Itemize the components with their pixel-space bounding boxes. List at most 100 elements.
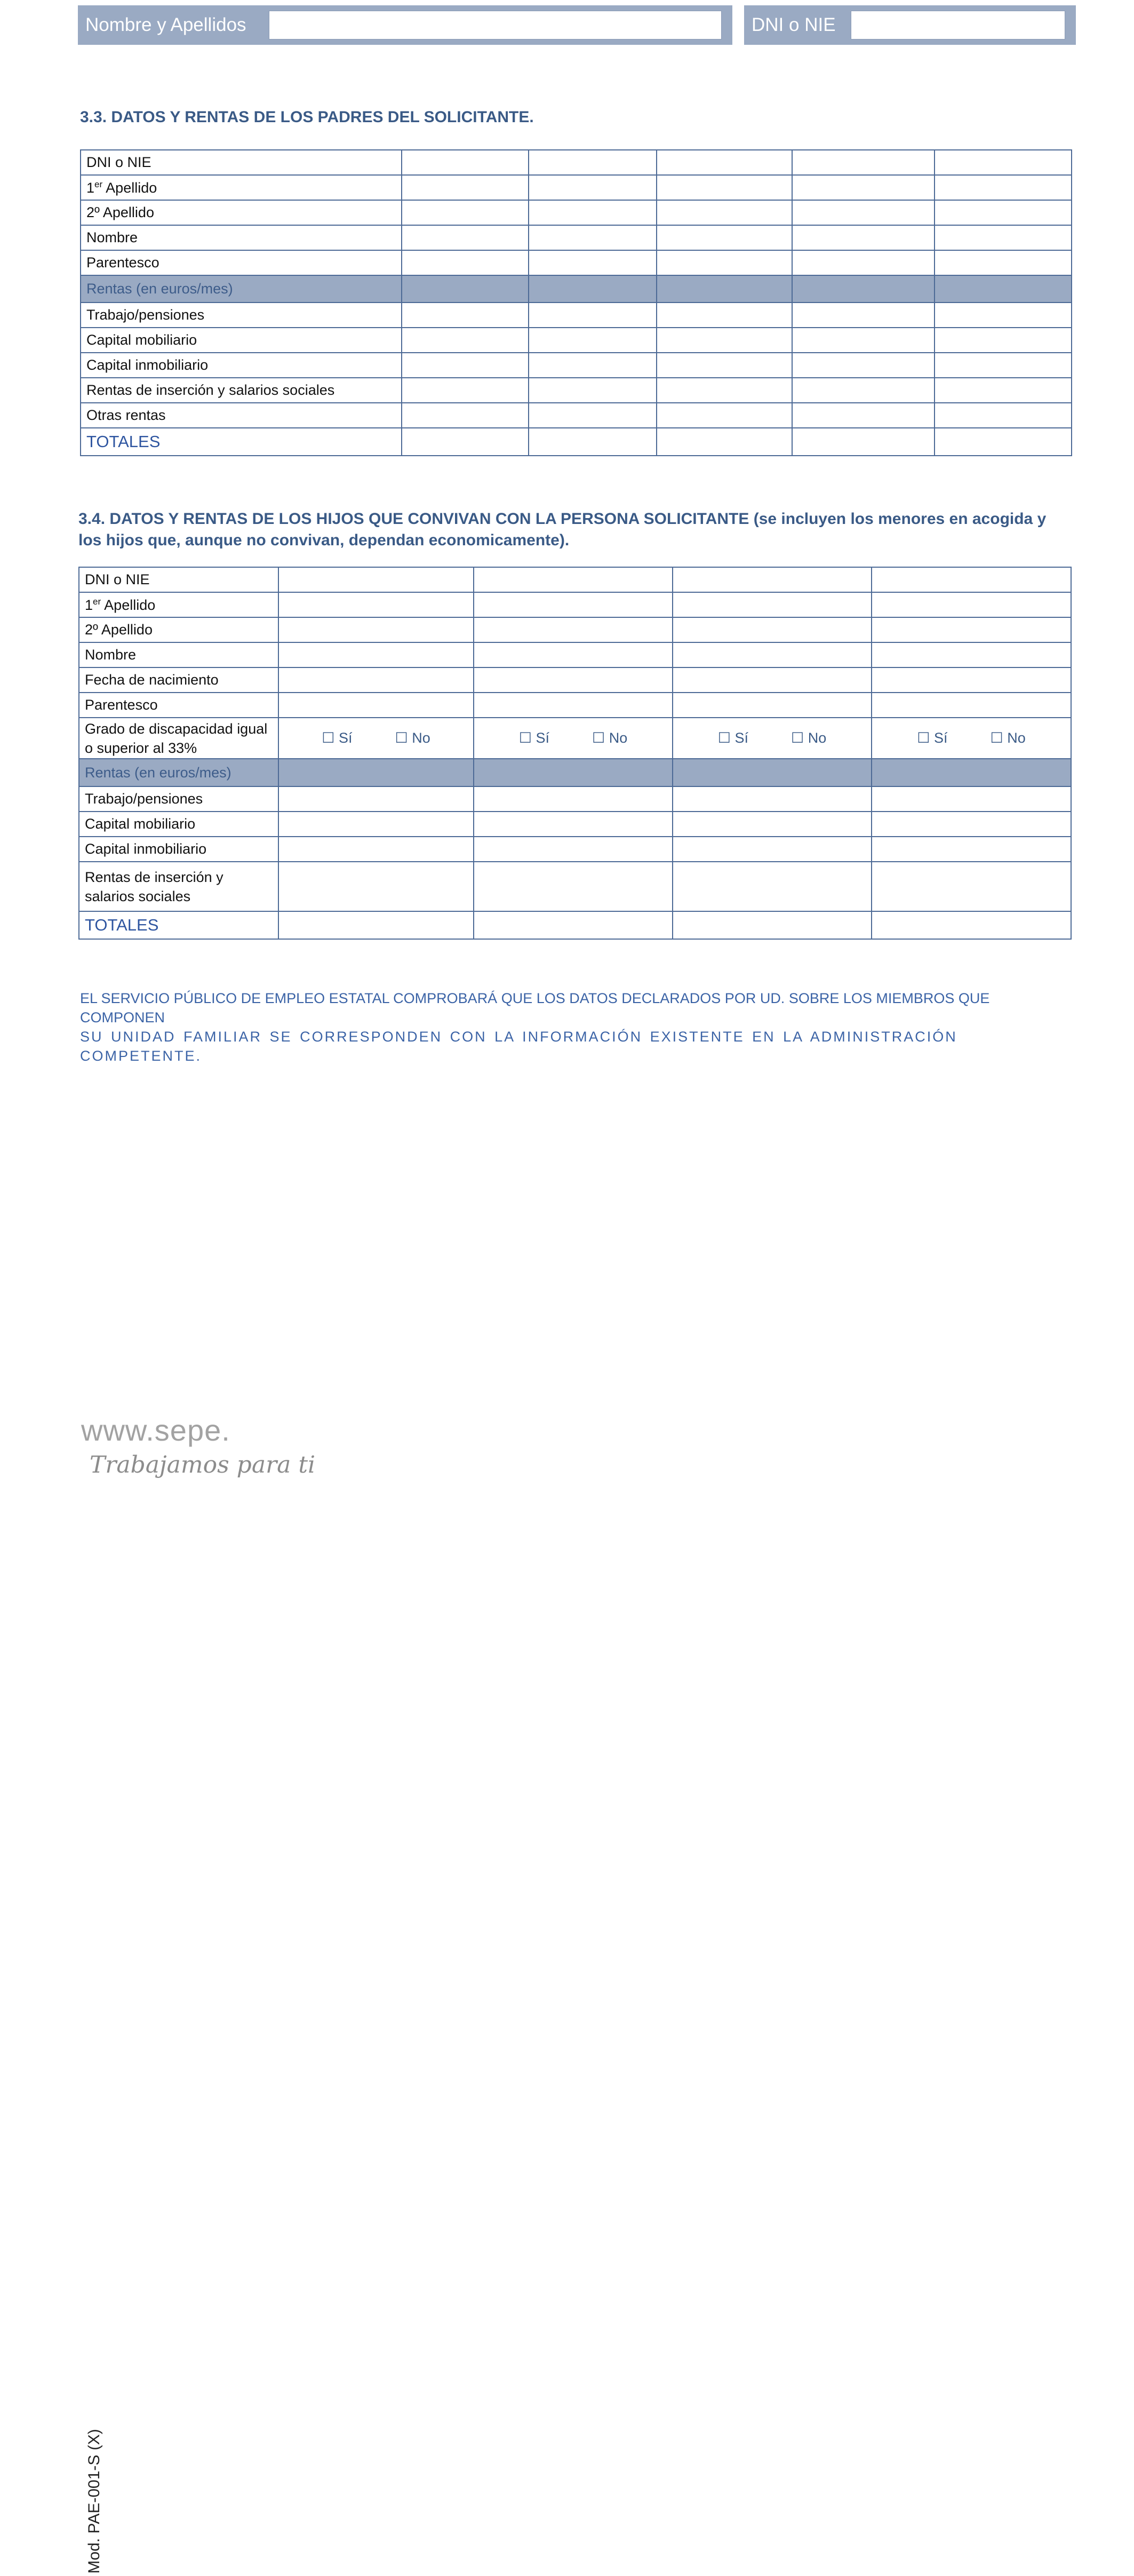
input-cell[interactable] (792, 427, 935, 456)
input-cell[interactable] (473, 642, 673, 668)
checkbox-no[interactable]: ☐ No (990, 730, 1026, 746)
input-cell[interactable] (528, 250, 657, 276)
input-cell[interactable] (278, 811, 474, 837)
input-cell[interactable] (473, 667, 673, 693)
input-cell[interactable] (871, 836, 1072, 862)
input-cell[interactable] (401, 377, 529, 403)
input-cell[interactable] (473, 692, 673, 718)
input-cell[interactable] (934, 352, 1072, 378)
input-cell[interactable] (672, 592, 872, 618)
input-cell[interactable] (871, 692, 1072, 718)
input-cell[interactable] (672, 642, 872, 668)
input-cell[interactable] (278, 617, 474, 643)
input-cell[interactable] (672, 786, 872, 812)
input-cell[interactable] (473, 861, 673, 912)
input-cell[interactable] (278, 642, 474, 668)
input-cell[interactable] (528, 225, 657, 251)
input-cell[interactable] (656, 352, 793, 378)
input-cell[interactable] (934, 427, 1072, 456)
input-cell[interactable] (792, 149, 935, 176)
input-cell[interactable] (871, 786, 1072, 812)
input-cell[interactable] (672, 911, 872, 940)
checkbox-no[interactable]: ☐ No (592, 730, 628, 746)
input-cell[interactable] (528, 149, 657, 176)
input-cell[interactable] (792, 352, 935, 378)
input-cell[interactable] (934, 250, 1072, 276)
input-cell[interactable] (401, 225, 529, 251)
input-cell[interactable] (672, 692, 872, 718)
input-cell[interactable] (401, 427, 529, 456)
input-cell[interactable] (473, 592, 673, 618)
checkbox-yes[interactable]: ☐ Sí (518, 730, 549, 746)
input-cell[interactable] (528, 327, 657, 353)
input-cell[interactable] (656, 327, 793, 353)
input-cell[interactable] (871, 811, 1072, 837)
input-cell[interactable] (871, 592, 1072, 618)
input-cell[interactable] (473, 567, 673, 593)
input-cell[interactable] (528, 174, 657, 201)
input-cell[interactable] (473, 911, 673, 940)
input-cell[interactable] (934, 302, 1072, 328)
checkbox-no[interactable]: ☐ No (395, 730, 430, 746)
input-cell[interactable] (278, 692, 474, 718)
checkbox-no[interactable]: ☐ No (790, 730, 827, 746)
input-cell[interactable] (871, 861, 1072, 912)
input-cell[interactable] (792, 174, 935, 201)
input-cell[interactable] (528, 352, 657, 378)
input-cell[interactable] (871, 567, 1072, 593)
input-cell[interactable] (656, 302, 793, 328)
input-cell[interactable] (473, 617, 673, 643)
input-cell[interactable] (278, 911, 474, 940)
input-cell[interactable] (934, 377, 1072, 403)
input-cell[interactable] (792, 225, 935, 251)
input-cell[interactable] (672, 836, 872, 862)
name-input[interactable] (268, 11, 722, 39)
input-cell[interactable] (528, 302, 657, 328)
input-cell[interactable] (792, 250, 935, 276)
checkbox-yes[interactable]: ☐ Sí (917, 730, 948, 746)
input-cell[interactable] (672, 667, 872, 693)
checkbox-yes[interactable]: ☐ Sí (717, 730, 748, 746)
input-cell[interactable] (278, 592, 474, 618)
input-cell[interactable] (401, 149, 529, 176)
input-cell[interactable] (528, 427, 657, 456)
input-cell[interactable] (278, 836, 474, 862)
input-cell[interactable] (656, 174, 793, 201)
input-cell[interactable] (401, 174, 529, 201)
input-cell[interactable] (672, 617, 872, 643)
input-cell[interactable] (656, 427, 793, 456)
input-cell[interactable] (672, 811, 872, 837)
input-cell[interactable] (656, 225, 793, 251)
input-cell[interactable] (278, 567, 474, 593)
input-cell[interactable] (401, 302, 529, 328)
input-cell[interactable] (934, 327, 1072, 353)
input-cell[interactable] (401, 200, 529, 226)
input-cell[interactable] (672, 861, 872, 912)
input-cell[interactable] (278, 861, 474, 912)
input-cell[interactable] (934, 200, 1072, 226)
input-cell[interactable] (656, 377, 793, 403)
dni-input[interactable] (850, 11, 1065, 39)
input-cell[interactable] (528, 402, 657, 428)
input-cell[interactable] (934, 402, 1072, 428)
input-cell[interactable] (278, 786, 474, 812)
input-cell[interactable] (672, 567, 872, 593)
input-cell[interactable] (934, 225, 1072, 251)
input-cell[interactable] (871, 911, 1072, 940)
input-cell[interactable] (792, 200, 935, 226)
input-cell[interactable] (401, 250, 529, 276)
input-cell[interactable] (792, 377, 935, 403)
input-cell[interactable] (656, 149, 793, 176)
input-cell[interactable] (871, 642, 1072, 668)
input-cell[interactable] (934, 174, 1072, 201)
input-cell[interactable] (473, 836, 673, 862)
input-cell[interactable] (871, 617, 1072, 643)
input-cell[interactable] (401, 352, 529, 378)
input-cell[interactable] (656, 250, 793, 276)
input-cell[interactable] (792, 327, 935, 353)
input-cell[interactable] (278, 667, 474, 693)
input-cell[interactable] (528, 200, 657, 226)
checkbox-yes[interactable]: ☐ Sí (322, 730, 353, 746)
input-cell[interactable] (401, 402, 529, 428)
input-cell[interactable] (792, 302, 935, 328)
